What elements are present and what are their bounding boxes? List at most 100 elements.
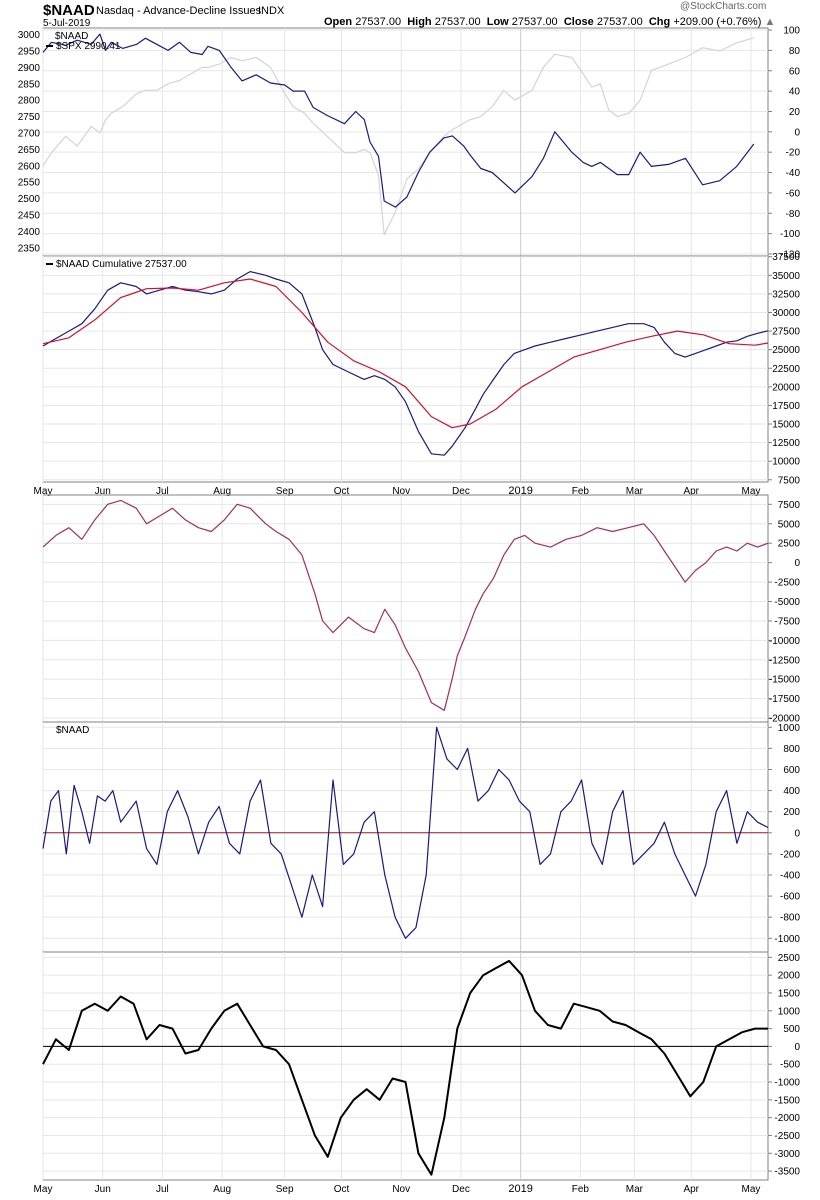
left-tick-label: 2400: [18, 227, 41, 238]
month-label: Aug: [213, 486, 231, 497]
month-label: Oct: [334, 1184, 350, 1195]
right-tick-label: 0: [794, 558, 800, 569]
legend-label: $NAAD: [55, 31, 88, 42]
month-label: Nov: [392, 486, 410, 497]
series-line-ma: [42, 278, 769, 429]
left-tick-label: 2450: [18, 210, 41, 221]
month-label: Sep: [276, 486, 294, 497]
right-tick-label: -7500: [774, 616, 800, 627]
month-label: May: [34, 1184, 53, 1195]
month-label: Apr: [683, 1184, 699, 1195]
right-tick-label: 0: [794, 127, 800, 138]
date-label: 5-Jul-2019: [43, 18, 91, 29]
watermark: @StockCharts.com: [680, 1, 767, 12]
right-tick-label: -600: [780, 892, 800, 903]
right-tick-label: 800: [783, 744, 800, 755]
month-label: Jun: [95, 1184, 111, 1195]
left-tick-label: 2700: [18, 128, 41, 139]
series-line-cumulative: [42, 271, 769, 456]
right-tick-label: 100: [783, 26, 800, 37]
month-label: Feb: [572, 1184, 590, 1195]
left-tick-label: 2850: [18, 79, 41, 90]
right-tick-label: -2500: [774, 1131, 800, 1142]
month-label: Sep: [276, 1184, 294, 1195]
month-label: 2019: [508, 485, 532, 497]
right-tick-label: 80: [789, 46, 801, 57]
low-value: 27537.00: [511, 16, 558, 28]
open-value: 27537.00: [355, 16, 402, 28]
right-tick-label: -20: [786, 148, 801, 159]
index-name: Nasdaq - Advance-Decline Issues: [96, 5, 262, 17]
right-tick-label: 200: [783, 807, 800, 818]
month-label: Oct: [334, 486, 350, 497]
left-tick-label: 2550: [18, 178, 41, 189]
right-tick-label: 32500: [772, 289, 800, 300]
right-tick-label: -3500: [774, 1167, 800, 1178]
right-tick-label: -200: [780, 849, 800, 860]
right-tick-label: 60: [789, 66, 801, 77]
month-label: Apr: [683, 486, 699, 497]
series-line-naad: [42, 726, 769, 939]
right-tick-label: 27500: [772, 327, 800, 338]
close-value: 27537.00: [596, 16, 643, 28]
right-tick-label: 30000: [772, 308, 800, 319]
right-tick-label: 10000: [772, 457, 800, 468]
month-label: Aug: [213, 1184, 231, 1195]
right-tick-label: -12500: [769, 655, 801, 666]
right-tick-label: 17500: [772, 401, 800, 412]
month-label: Dec: [452, 486, 470, 497]
series-line-naad: [42, 33, 755, 208]
chart-panels: 100806040200-20-40-60-80-100-12030002950…: [18, 26, 801, 1195]
right-tick-label: 7500: [778, 500, 801, 511]
month-label: May: [741, 486, 760, 497]
right-tick-label: -80: [786, 209, 801, 220]
high-label: High: [407, 16, 432, 28]
right-tick-label: 25000: [772, 345, 800, 356]
right-tick-label: 1000: [778, 723, 801, 734]
right-tick-label: 7500: [778, 475, 801, 486]
ohlc-row: Open 27537.00 High 27537.00 Low 27537.00…: [324, 16, 775, 28]
symbol-label: $NAAD: [43, 2, 95, 19]
right-tick-label: -120: [780, 249, 800, 260]
right-tick-label: -800: [780, 913, 800, 924]
right-tick-label: 600: [783, 765, 800, 776]
month-label: May: [741, 1184, 760, 1195]
right-tick-label: 40: [789, 87, 801, 98]
right-tick-label: -400: [780, 870, 800, 881]
right-tick-label: -1000: [774, 1078, 800, 1089]
month-label: Jun: [95, 486, 111, 497]
right-tick-label: 12500: [772, 438, 800, 449]
month-label: Nov: [392, 1184, 410, 1195]
low-label: Low: [486, 16, 509, 28]
right-tick-label: -20000: [769, 714, 801, 725]
chg-label: Chg: [648, 16, 671, 28]
left-tick-label: 2800: [18, 96, 41, 107]
legend-label: $NAAD: [56, 725, 89, 736]
left-tick-label: 2750: [18, 112, 41, 123]
month-label: Jul: [156, 486, 169, 497]
right-tick-label: 0: [794, 1042, 800, 1053]
right-tick-label: -2500: [774, 578, 800, 589]
right-tick-label: 400: [783, 786, 800, 797]
right-tick-label: -500: [780, 1060, 800, 1071]
right-tick-label: 1500: [778, 988, 801, 999]
right-tick-label: 20000: [772, 382, 800, 393]
right-tick-label: 20: [789, 107, 801, 118]
right-tick-label: -3000: [774, 1149, 800, 1160]
right-tick-label: -15000: [769, 675, 801, 686]
right-tick-label: 5000: [778, 519, 801, 530]
right-tick-label: 2000: [778, 971, 801, 982]
right-tick-label: 37500: [772, 252, 800, 263]
right-tick-label: 0: [794, 828, 800, 839]
right-tick-label: -60: [786, 188, 801, 199]
right-tick-label: -1000: [774, 934, 800, 945]
series-line-oscillator: [42, 499, 769, 711]
month-label: May: [34, 486, 53, 497]
legend-label: $SPX 2990.41: [56, 41, 121, 52]
chevron-up-icon[interactable]: ▲: [764, 16, 776, 28]
right-tick-label: -5000: [774, 597, 800, 608]
left-tick-label: 2350: [18, 243, 41, 254]
right-tick-label: 2500: [778, 953, 801, 964]
chg-value: +209.00 (+0.76%): [673, 16, 762, 28]
